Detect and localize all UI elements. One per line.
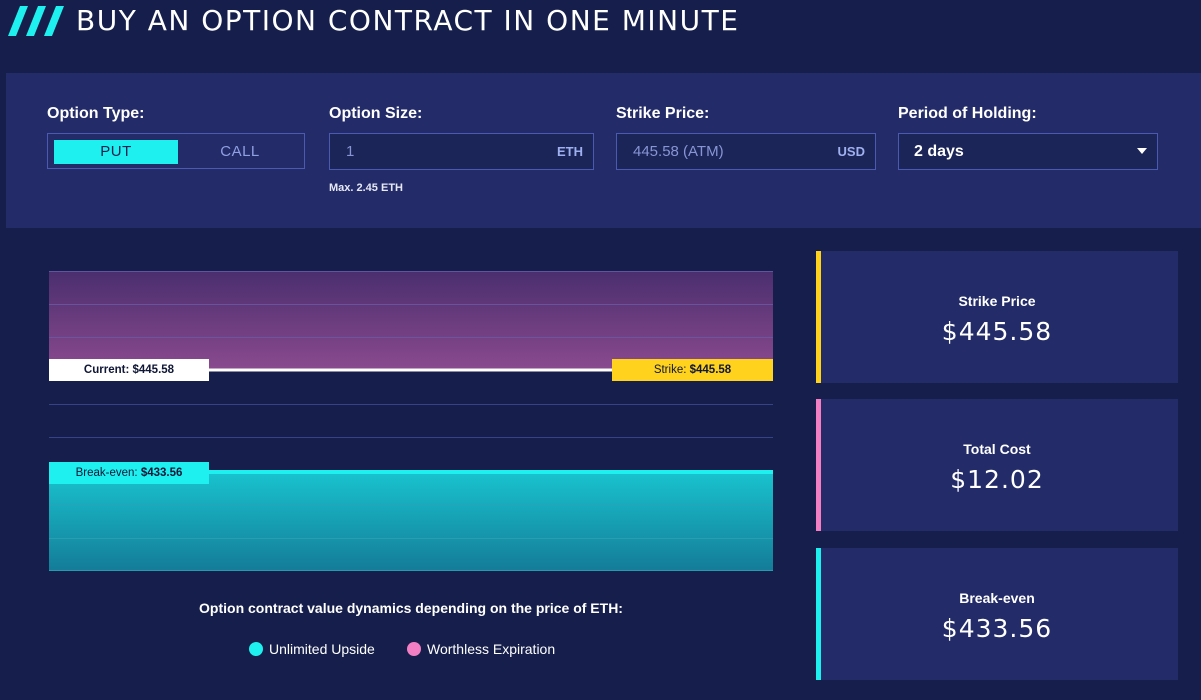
period-label: Period of Holding: xyxy=(898,105,1037,122)
worthless-zone xyxy=(49,271,773,370)
option-size-unit: ETH xyxy=(557,144,583,159)
option-form: Option Type: PUT CALL Option Size: 1 ETH… xyxy=(6,73,1201,228)
total-cost-card: Total Cost $12.02 xyxy=(816,399,1178,531)
call-button[interactable]: CALL xyxy=(220,143,260,160)
strike-price-input[interactable]: 445.58 (ATM) USD xyxy=(616,133,876,170)
upside-zone xyxy=(49,472,773,571)
current-price-label: Current: xyxy=(83,364,130,376)
period-select[interactable]: 2 days xyxy=(898,133,1158,170)
legend-label-worthless: Worthless Expiration xyxy=(427,641,556,657)
strike-price-value: 445.58 (ATM) xyxy=(633,143,724,160)
strike-chip-label: Strike: xyxy=(653,364,687,376)
put-button[interactable]: PUT xyxy=(54,140,178,164)
strike-price-chip: Strike: $445.58 xyxy=(612,359,773,381)
current-price-value: $445.58 xyxy=(132,364,175,376)
cost-accent-bar xyxy=(816,399,821,531)
option-type-label: Option Type: xyxy=(47,105,145,122)
option-size-value: 1 xyxy=(346,143,355,160)
period-value: 2 days xyxy=(914,143,964,160)
page-header: BUY AN OPTION CONTRACT IN ONE MINUTE xyxy=(0,0,1201,72)
page-title: BUY AN OPTION CONTRACT IN ONE MINUTE xyxy=(76,4,740,37)
breakeven-card-value: $433.56 xyxy=(941,614,1053,643)
legend-item-worthless: Worthless Expiration xyxy=(407,640,555,658)
strike-accent-bar xyxy=(816,251,821,383)
gridlines xyxy=(49,271,773,571)
strike-chip-value: $445.58 xyxy=(689,364,732,376)
payoff-chart: Current: $445.58 Strike: $445.58 Break-e… xyxy=(49,271,773,571)
cost-card-title: Total Cost xyxy=(963,441,1031,457)
strike-card-title: Strike Price xyxy=(958,293,1036,309)
cyan-dot-icon xyxy=(249,642,263,656)
slashes-logo-icon xyxy=(8,6,64,36)
legend-item-upside: Unlimited Upside xyxy=(249,640,375,658)
caret-down-icon xyxy=(1137,148,1147,154)
strike-card-value: $445.58 xyxy=(941,317,1053,346)
legend-label-upside: Unlimited Upside xyxy=(269,641,375,657)
strike-price-card: Strike Price $445.58 xyxy=(816,251,1178,383)
strike-price-label: Strike Price: xyxy=(616,105,710,122)
breakeven-chip: Break-even: $433.56 xyxy=(49,462,209,484)
option-type-toggle: PUT CALL xyxy=(47,133,305,169)
strike-price-unit: USD xyxy=(837,144,865,159)
breakeven-accent-bar xyxy=(816,548,821,680)
pink-dot-icon xyxy=(407,642,421,656)
current-price-chip: Current: $445.58 xyxy=(49,359,209,381)
breakeven-card-title: Break-even xyxy=(959,590,1035,606)
chart-caption: Option contract value dynamics depending… xyxy=(199,600,623,616)
breakeven-chip-label: Break-even: xyxy=(75,467,138,479)
option-size-label: Option Size: xyxy=(329,105,423,122)
cost-card-value: $12.02 xyxy=(950,465,1044,494)
option-size-hint: Max. 2.45 ETH xyxy=(329,182,403,194)
payoff-chart-svg xyxy=(49,271,773,571)
option-size-input[interactable]: 1 ETH xyxy=(329,133,594,170)
breakeven-chip-value: $433.56 xyxy=(140,467,183,479)
breakeven-card: Break-even $433.56 xyxy=(816,548,1178,680)
